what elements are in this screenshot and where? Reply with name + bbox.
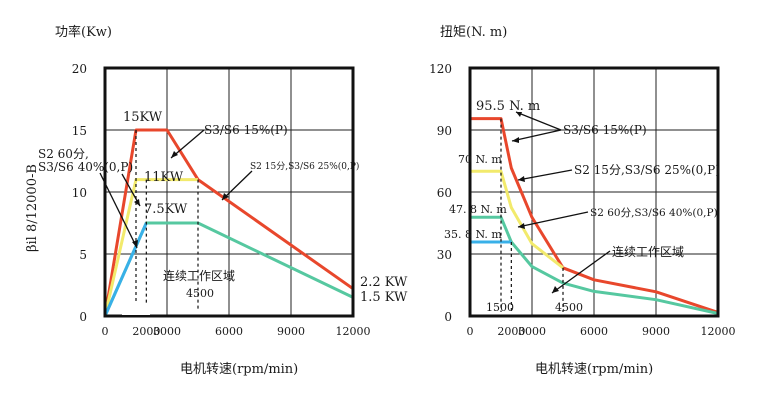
power-x-tick-label: 3000 (153, 325, 181, 338)
torque-y-tick-label: 60 (437, 186, 452, 200)
torque-x-tick-label: 9000 (642, 325, 670, 338)
arrowhead (512, 137, 519, 143)
arrowhead (171, 151, 178, 158)
torque-value-label-70: 70 N. m (458, 153, 502, 166)
torque-chart-title: 扭矩(N. m) (440, 25, 507, 40)
power-y-tick-label: 10 (72, 186, 87, 200)
power-y-tick-label: 15 (72, 124, 87, 138)
power-arrow-s3s6-15 (170, 129, 205, 159)
power-chart-plot-frame (103, 66, 355, 318)
torque-arrow-s3s6-a (511, 129, 562, 142)
torque-x-tick-label: 0 (467, 325, 474, 338)
torque-annotation-s3s6-15: S3/S6 15%(P) (563, 123, 647, 137)
torque-value-label-47-8: 47. 8 N. m (449, 203, 507, 216)
power-y-tick-label: 0 (79, 310, 87, 324)
torque-series-line (470, 215, 719, 315)
model-side-label: βil 8/12000-B (25, 164, 40, 252)
torque-chart-series (470, 117, 719, 315)
power-y-tick-label: 5 (79, 248, 87, 262)
torque-x-tick-label: 12000 (701, 325, 736, 338)
torque-y-tick-label: 30 (437, 248, 452, 262)
power-chart-dashed-guides (135, 130, 199, 310)
torque-arrow-s3s6-b (515, 111, 562, 131)
power-x-tick-label: 6000 (215, 325, 243, 338)
power-x-tick-label: 12000 (336, 325, 371, 338)
arrowhead (134, 199, 140, 206)
torque-x-tick-label: 6000 (580, 325, 608, 338)
power-marker-4500: 4500 (186, 287, 214, 300)
power-x-tick-label: 0 (102, 325, 109, 338)
torque-chart-dashed-guides (500, 118, 564, 312)
arrowhead (132, 240, 138, 248)
power-arrow-s2-60-a (99, 172, 138, 249)
power-annotation-continuous: 连续工作区域 (163, 268, 235, 283)
torque-chart-x-axis-label: 电机转速(rpm/min) (535, 362, 653, 377)
power-annotation-s3s6-15: S3/S6 15%(P) (204, 123, 288, 137)
torque-value-label-95-5: 95.5 N. m (476, 99, 540, 114)
power-callout-arrows (99, 129, 253, 249)
power-callout-arrowheads (132, 151, 229, 248)
torque-chart-gridlines (470, 68, 718, 316)
power-annotation-s2-60-line2: S3/S6 40%(0,P) (38, 160, 133, 174)
power-series-line (103, 128, 354, 317)
power-value-label-1-5kw: 1.5 KW (360, 290, 408, 305)
torque-series-line (470, 169, 564, 269)
torque-value-label-35-8: 35. 8 N. m (444, 228, 502, 241)
power-y-tick-label: 20 (72, 62, 87, 76)
torque-y-tick-label: 0 (444, 310, 452, 324)
power-x-tick-label: 2000 (132, 325, 160, 338)
power-value-label-11kw: 11KW (144, 170, 184, 185)
power-chart-x-axis-label: 电机转速(rpm/min) (180, 362, 298, 377)
torque-annotation-s2-60: S2 60分,S3/S6 40%(0,P) (590, 207, 718, 219)
arrowhead (222, 193, 229, 200)
torque-y-tick-label: 120 (429, 62, 452, 76)
torque-arrow-s2-60 (517, 211, 589, 228)
torque-series-line (470, 117, 719, 314)
arrowhead (552, 286, 559, 293)
arrowhead (518, 176, 525, 182)
torque-chart-plot-frame (468, 66, 720, 318)
power-chart-y-tick-labels: 0 5 10 15 20 (72, 62, 87, 324)
arrowhead (516, 112, 522, 117)
torque-callout-arrowheads (512, 112, 559, 293)
torque-annotation-continuous: 连续工作区域 (612, 244, 684, 259)
torque-arrow-s2-15 (517, 169, 573, 181)
power-origin-mask (122, 303, 150, 315)
power-series-line (103, 222, 148, 317)
power-arrow-s2-15 (221, 170, 253, 201)
torque-arrow-continuous (551, 250, 611, 294)
arrowhead (518, 223, 525, 229)
torque-annotation-s2-15: S2 15分,S3/S6 25%(0,P) (574, 163, 720, 177)
torque-chart-y-tick-labels: 0 30 60 90 120 (429, 62, 452, 324)
torque-callout-arrows (511, 111, 611, 294)
power-annotation-s2-60-line1: S2 60分, (38, 147, 89, 161)
torque-y-tick-label: 90 (437, 124, 452, 138)
torque-marker-4500: 4500 (555, 301, 583, 314)
power-chart-title: 功率(Kw) (55, 24, 112, 40)
torque-marker-1500: 1500 (486, 301, 514, 314)
torque-x-tick-label: 3000 (518, 325, 546, 338)
power-value-label-15kw: 15KW (123, 110, 163, 125)
power-chart-series (103, 128, 354, 317)
power-series-line (103, 178, 198, 317)
torque-x-tick-label: 2000 (497, 325, 525, 338)
power-value-label-2-2kw: 2.2 KW (360, 275, 408, 290)
power-x-tick-label: 9000 (277, 325, 305, 338)
power-value-label-7-5kw: 7.5KW (144, 202, 188, 217)
power-annotation-s2-15: S2 15分,S3/S6 25%(0,P) (250, 161, 359, 172)
